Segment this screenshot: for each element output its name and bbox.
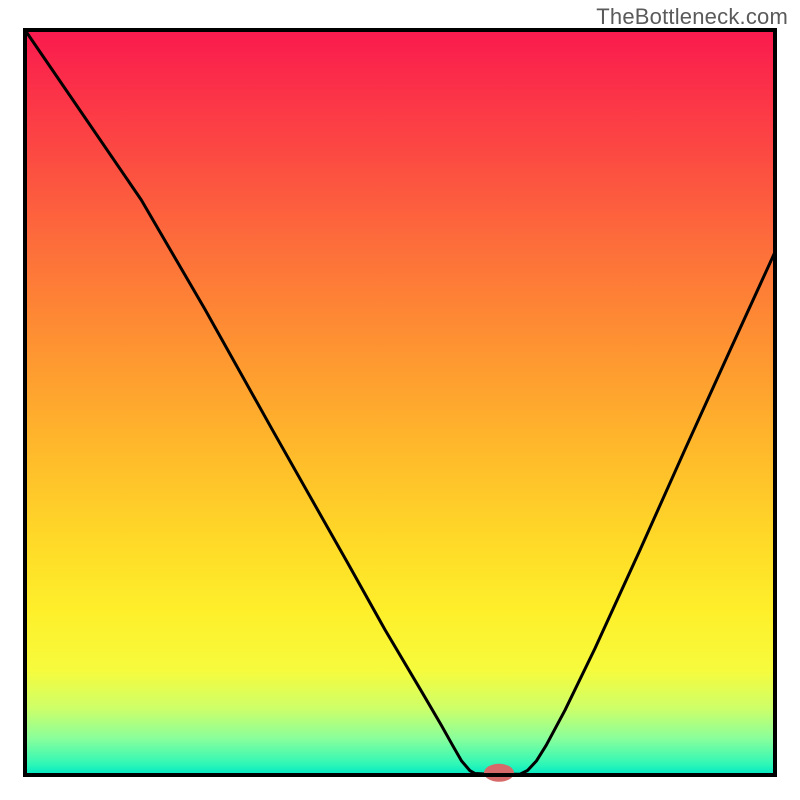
bottleneck-chart: [0, 0, 800, 800]
gradient-background: [25, 30, 775, 775]
watermark-text: TheBottleneck.com: [596, 4, 788, 30]
chart-container: TheBottleneck.com: [0, 0, 800, 800]
optimal-point-marker: [484, 764, 514, 782]
